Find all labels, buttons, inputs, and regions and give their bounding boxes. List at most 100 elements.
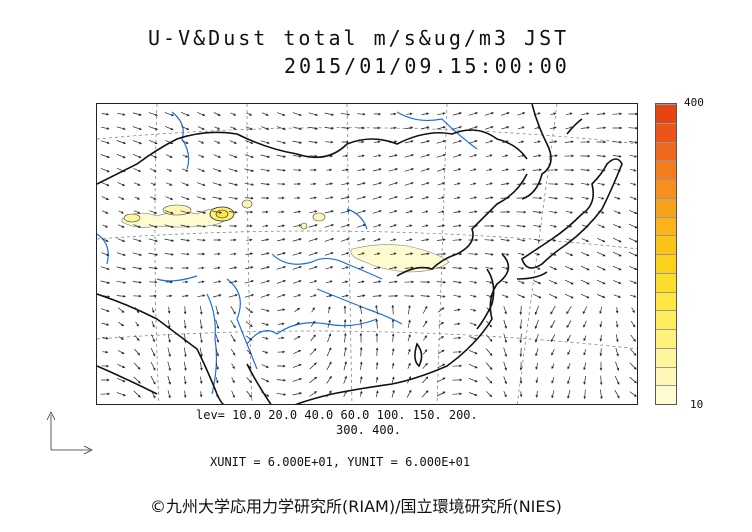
wind-arrow — [100, 280, 111, 284]
wind-arrow — [421, 390, 429, 398]
wind-arrow — [196, 224, 207, 228]
wind-arrow — [116, 252, 126, 257]
wind-arrow — [501, 140, 509, 144]
wind-arrow — [517, 252, 525, 256]
wind-arrow — [628, 141, 637, 144]
wind-arrow — [276, 279, 286, 284]
wind-arrow — [630, 168, 637, 172]
wind-arrow — [551, 348, 555, 356]
wind-arrow — [373, 154, 382, 158]
wind-arrow — [533, 293, 542, 299]
wind-arrow — [517, 168, 526, 171]
wind-arrow — [582, 210, 589, 214]
wind-arrow — [615, 321, 619, 328]
map-canvas — [97, 104, 637, 404]
wind-arrow — [373, 224, 382, 228]
wind-arrow — [485, 196, 494, 199]
wind-arrow — [181, 266, 190, 270]
wind-arrow — [391, 333, 395, 342]
wind-arrow — [453, 294, 462, 298]
wind-arrow — [215, 319, 220, 330]
wind-arrow — [550, 320, 556, 329]
wind-arrow — [102, 224, 109, 228]
wind-arrow — [309, 362, 317, 370]
wind-arrow — [340, 223, 351, 228]
wind-arrow — [132, 140, 142, 145]
wind-arrow — [165, 154, 173, 158]
wind-arrow — [422, 376, 429, 384]
wind-arrow — [309, 294, 317, 298]
wind-arrow — [565, 265, 574, 271]
wind-arrow — [436, 280, 447, 284]
wind-arrow — [165, 140, 174, 145]
wind-arrow — [262, 210, 269, 214]
wind-arrow — [437, 307, 445, 313]
wind-arrow — [453, 224, 462, 227]
wind-arrow — [133, 294, 142, 298]
wind-arrow — [503, 333, 508, 344]
wind-arrow — [359, 305, 363, 315]
wind-arrow — [615, 361, 620, 371]
wind-arrow — [356, 196, 367, 200]
wind-arrow — [276, 140, 287, 144]
wind-arrow — [580, 154, 591, 158]
wind-arrow — [180, 111, 190, 117]
wind-arrow — [183, 361, 187, 371]
wind-arrow — [375, 376, 379, 383]
color-scale-segment — [656, 347, 676, 367]
contour-levels-line2: 300. 400. — [336, 423, 402, 437]
wind-arrow — [503, 347, 508, 358]
wind-arrow — [261, 391, 270, 397]
wind-arrow — [629, 362, 637, 370]
wind-arrow — [180, 224, 191, 228]
wind-arrow — [614, 182, 621, 186]
wind-arrow — [405, 126, 414, 129]
wind-arrow — [198, 154, 205, 158]
wind-arrow — [564, 293, 574, 299]
wind-arrow — [215, 305, 219, 315]
wind-arrow — [116, 392, 126, 397]
wind-arrow — [245, 210, 254, 214]
wind-arrow — [389, 140, 398, 143]
wind-arrow — [437, 112, 446, 116]
wind-arrow — [260, 266, 270, 270]
wind-arrow — [197, 126, 205, 130]
wind-arrow — [548, 168, 559, 172]
wind-arrow — [596, 112, 606, 115]
wind-arrow — [134, 196, 141, 200]
wind-arrow — [375, 304, 379, 315]
wind-arrow — [325, 182, 333, 186]
wind-arrow — [341, 266, 349, 270]
wind-arrow — [229, 266, 238, 269]
wind-arrow — [342, 280, 349, 284]
wind-arrow — [215, 377, 219, 384]
wind-arrow — [501, 182, 510, 185]
wind-arrow — [230, 112, 237, 116]
wind-arrow — [343, 305, 347, 314]
wind-arrow — [344, 332, 347, 343]
wind-arrow — [470, 182, 477, 186]
color-scale-segment — [656, 235, 676, 254]
wind-arrow — [373, 112, 382, 116]
rivers — [97, 111, 478, 395]
wind-arrow — [612, 251, 622, 257]
wind-arrow — [292, 238, 302, 242]
wind-arrow — [615, 348, 619, 357]
wind-arrow — [389, 224, 397, 228]
wind-arrow — [276, 126, 286, 131]
wind-arrow — [549, 266, 558, 270]
wind-arrow — [343, 361, 347, 371]
wind-arrow — [486, 391, 493, 398]
wind-arrow — [516, 210, 527, 214]
wind-arrow — [230, 252, 237, 256]
wind-arrow — [276, 265, 287, 270]
wind-arrow — [374, 126, 381, 130]
wind-arrow — [373, 140, 381, 144]
wind-arrow — [261, 196, 270, 200]
wind-arrow — [583, 320, 587, 328]
wind-arrow — [597, 224, 606, 228]
color-scale-segment — [656, 366, 676, 386]
wind-arrow — [390, 252, 397, 256]
wind-arrow — [452, 139, 462, 144]
wind-arrow — [422, 305, 428, 314]
